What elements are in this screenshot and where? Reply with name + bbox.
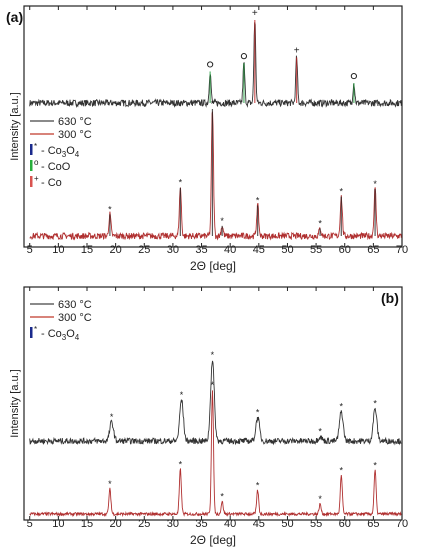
peak-marker-co3o4: *	[110, 412, 114, 422]
x-tick-label: 70	[396, 518, 408, 530]
peak-marker-co: +	[252, 8, 258, 19]
legend-phase-bar	[30, 144, 33, 155]
peak-marker-coo	[350, 72, 357, 80]
peak-marker-co3o4: *	[256, 196, 260, 206]
panel-label: (b)	[381, 290, 399, 306]
plot-frame	[23, 5, 403, 248]
peak-marker-co3o4: *	[256, 407, 260, 417]
peak-marker-coo	[240, 53, 248, 60]
x-tick-label: 5	[27, 244, 33, 256]
panel-label: (a)	[6, 9, 23, 25]
x-tick-label: 50	[281, 518, 293, 530]
x-tick-label: 60	[339, 518, 351, 530]
x-tick-label: 20	[110, 244, 122, 256]
x-axis-label: 2Θ [deg]	[190, 533, 236, 547]
panel-b: 5 10 15 20 25 30 35 40 45 50 55 60 65 70 2Θ [deg] Inten…	[9, 286, 408, 547]
peak-marker-co3o4: *	[340, 402, 344, 412]
x-tick-label: 5	[27, 518, 33, 530]
x-axis-label: 2Θ [deg]	[190, 259, 236, 273]
series-line-0	[29, 390, 402, 518]
legend-phase-bar	[30, 327, 33, 338]
x-tick-label: 15	[81, 518, 93, 530]
legend-phase-label: - Co3O4	[41, 145, 80, 159]
peak-marker-co3o4: *	[256, 480, 260, 490]
x-tick-label: 30	[167, 244, 179, 256]
x-tick-label: 10	[52, 244, 64, 256]
peak-marker-co3o4: *	[318, 427, 322, 437]
legend-phase-marker: o	[34, 158, 39, 167]
legend-label: 630 °C	[58, 116, 92, 128]
legend-phase-marker: *	[34, 325, 37, 334]
legend-phase-label: - Co3O4	[41, 328, 80, 342]
peak-marker-co3o4: *	[211, 380, 215, 390]
peak-marker-co3o4: *	[108, 204, 112, 214]
x-tick-label: 40	[224, 518, 236, 530]
peak-marker-co3o4: *	[220, 492, 224, 502]
peak-marker-co: +	[294, 45, 300, 56]
peak-marker-co3o4: *	[318, 218, 322, 228]
panel-a: 5 10 15 20 25 30 35 40 45 50 55 60 65 70 2Θ [deg] Inten…	[6, 5, 408, 273]
peak-marker-co3o4: *	[180, 390, 184, 400]
legend-phase-bar	[30, 160, 33, 171]
peak-marker-co3o4: *	[318, 494, 322, 504]
peak-marker-co3o4: *	[340, 466, 344, 476]
x-tick-label: 35	[195, 518, 207, 530]
legend-phase-marker: *	[34, 142, 37, 151]
legend-label: 300 °C	[58, 312, 92, 324]
peak-marker-co3o4: *	[108, 479, 112, 489]
x-tick-label: 20	[110, 518, 122, 530]
series-line-1	[29, 360, 402, 446]
peak-marker-co3o4: *	[340, 187, 344, 197]
x-tick-label: 45	[253, 518, 265, 530]
x-tick-label: 35	[195, 244, 207, 256]
x-tick-label: 70	[396, 244, 408, 256]
x-tick-label: 55	[310, 244, 322, 256]
x-tick-label: 15	[81, 244, 93, 256]
peak-marker-co3o4: *	[179, 459, 183, 469]
legend-phase-label: - Co	[41, 177, 62, 189]
x-tick-label: 45	[253, 244, 265, 256]
x-tick-label: 60	[339, 244, 351, 256]
series-line-0	[29, 22, 402, 109]
x-tick-label: 65	[367, 518, 379, 530]
peak-marker-co3o4: *	[373, 399, 377, 409]
legend-phase-marker: +	[34, 174, 39, 183]
peak-marker-coo	[207, 61, 214, 68]
legend-phase-bar	[30, 176, 33, 187]
x-tick-label: 55	[310, 518, 322, 530]
legend-label: 630 °C	[58, 299, 92, 311]
x-tick-label: 50	[281, 244, 293, 256]
x-tick-label: 65	[367, 244, 379, 256]
x-tick-label: 10	[52, 518, 64, 530]
peak-marker-co3o4: *	[211, 99, 215, 109]
y-axis-label: Intensity [a.u.]	[9, 369, 21, 437]
x-tick-label: 25	[138, 518, 150, 530]
x-tick-label: 30	[167, 518, 179, 530]
x-tick-label: 40	[224, 244, 236, 256]
peak-marker-co3o4: *	[220, 216, 224, 226]
peak-marker-co3o4: *	[211, 350, 215, 360]
peak-marker-co3o4: *	[373, 179, 377, 189]
peak-marker-co3o4: *	[179, 178, 183, 188]
legend-phase-label: - CoO	[41, 161, 71, 173]
plot-frame	[23, 286, 403, 521]
x-tick-label: 25	[138, 244, 150, 256]
series-line-1	[29, 111, 402, 241]
legend-label: 300 °C	[58, 129, 92, 141]
peak-marker-co3o4: *	[373, 461, 377, 471]
y-axis-label: Intensity [a.u.]	[9, 92, 21, 160]
